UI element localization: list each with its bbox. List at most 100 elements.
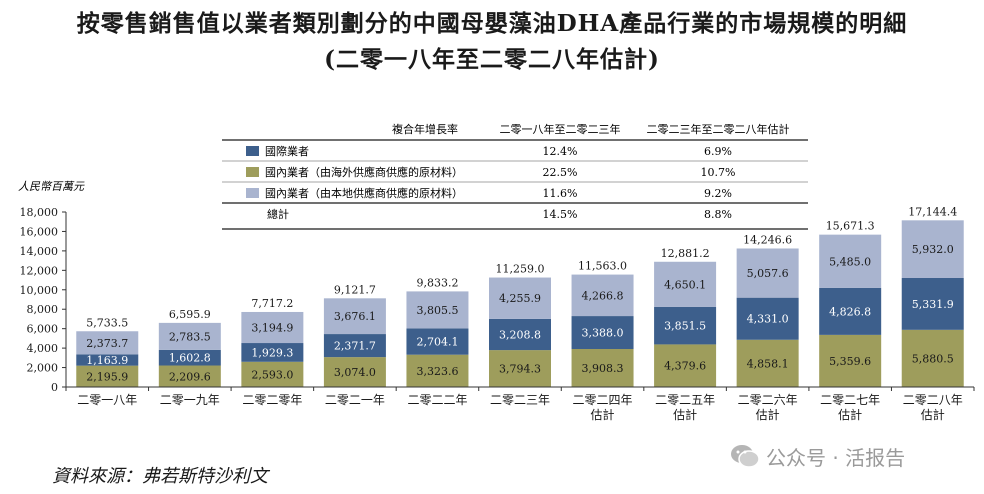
y-tick-label: 6,000 xyxy=(27,323,59,336)
legend-row-label: 國際業者 xyxy=(265,145,309,158)
y-tick-label: 14,000 xyxy=(20,245,59,258)
x-tick-label: 二零二八年 xyxy=(903,393,963,407)
bar-segment xyxy=(323,298,386,335)
bar-total-label: 9,833.2 xyxy=(416,276,458,289)
bar-total-label: 12,881.2 xyxy=(661,247,710,260)
x-tick-label: 二零一九年 xyxy=(160,393,220,407)
bar-total-label: 11,563.0 xyxy=(578,260,627,273)
bar-segment xyxy=(736,248,799,298)
bar-total-label: 6,595.9 xyxy=(169,308,211,321)
bar-value-label: 5,932.0 xyxy=(912,243,954,256)
wechat-icon xyxy=(731,445,760,468)
x-tick-label: 估計 xyxy=(838,407,862,422)
bar-segment xyxy=(571,316,634,350)
bar-total-label: 17,144.4 xyxy=(908,205,957,218)
x-tick-label: 二零二四年 xyxy=(573,393,633,407)
bar-value-label: 3,074.0 xyxy=(334,366,376,379)
chart-title: 按零售銷售值以業者類別劃分的中國母嬰藻油DHA產品行業的市場規模的明細 xyxy=(76,10,908,37)
x-tick-label: 二零一八年 xyxy=(77,393,137,407)
cagr-period2: 8.8% xyxy=(704,208,732,221)
x-tick-label: 估計 xyxy=(756,407,780,422)
bar-value-label: 5,880.5 xyxy=(912,352,954,365)
bar-value-label: 3,323.6 xyxy=(416,365,458,378)
bar-value-label: 4,266.8 xyxy=(582,289,624,302)
bar-value-label: 5,485.0 xyxy=(829,255,871,268)
bar-value-label: 3,851.5 xyxy=(664,320,706,333)
bar-value-label: 5,331.9 xyxy=(912,298,954,311)
bar-total-label: 15,671.3 xyxy=(826,220,875,233)
legend-swatch xyxy=(246,146,259,156)
bar-value-label: 3,194.9 xyxy=(251,322,293,335)
bar-value-label: 5,057.6 xyxy=(747,267,789,280)
bar-total-label: 9,121.7 xyxy=(334,283,376,296)
bar-segment xyxy=(76,365,139,387)
bar-value-label: 3,388.0 xyxy=(582,327,624,340)
legend-total-label: 總計 xyxy=(267,207,289,221)
legend-header-label: 複合年增長率 xyxy=(392,122,458,136)
bar-value-label: 3,208.8 xyxy=(499,329,541,342)
bar-segment xyxy=(901,220,964,278)
legend-period2: 二零二三年至二零二八年估計 xyxy=(647,122,790,136)
bar-segment xyxy=(241,361,304,387)
cagr-period1: 11.6% xyxy=(543,187,578,200)
bar-value-label: 4,858.1 xyxy=(747,357,789,370)
bar-value-label: 2,373.7 xyxy=(86,337,128,350)
cagr-period1: 14.5% xyxy=(543,208,578,221)
bar-value-label: 2,783.5 xyxy=(169,330,211,343)
chart-subtitle: (二零一八年至二零二八年估計) xyxy=(324,46,660,73)
bar-segment xyxy=(654,261,717,307)
bar-segment xyxy=(406,354,469,387)
bar-value-label: 3,676.1 xyxy=(334,310,376,323)
legend-period1: 二零一八年至二零二三年 xyxy=(500,122,621,136)
bar-total-label: 5,733.5 xyxy=(86,316,128,329)
y-tick-label: 2,000 xyxy=(27,362,59,375)
bar-segment xyxy=(819,334,882,387)
legend-row-label: 國內業者（由海外供應商供應的原材料） xyxy=(265,165,463,179)
bar-value-label: 2,704.1 xyxy=(416,336,458,349)
bar-segment xyxy=(241,343,304,362)
bar-value-label: 3,908.3 xyxy=(582,362,624,375)
cagr-period2: 6.9% xyxy=(704,145,732,158)
bar-value-label: 5,359.6 xyxy=(829,355,871,368)
cagr-period1: 12.4% xyxy=(543,145,578,158)
bar-total-label: 11,259.0 xyxy=(496,263,545,276)
bar-segment xyxy=(489,318,551,351)
bar-segment xyxy=(406,291,469,329)
bar-segment xyxy=(819,234,882,288)
bar-segment xyxy=(489,277,551,319)
source-note: 資料來源：弗若斯特沙利文 xyxy=(52,466,268,487)
y-tick-label: 16,000 xyxy=(20,225,59,238)
y-tick-label: 4,000 xyxy=(27,342,59,355)
legend-swatch xyxy=(246,167,259,177)
bar-value-label: 2,195.9 xyxy=(86,370,128,383)
bars: 2,195.9 1,163.9 2,373.7 5,733.5 2,209.6 1,602… xyxy=(76,205,964,387)
bar-value-label: 4,331.0 xyxy=(747,313,789,326)
x-tick-label: 二零二二年 xyxy=(407,393,467,407)
bar-total-label: 14,246.6 xyxy=(743,233,792,246)
watermark-text: 公众号 · 活报告 xyxy=(766,445,906,470)
bar-value-label: 3,805.5 xyxy=(416,304,458,317)
x-tick-label: 估計 xyxy=(921,407,945,422)
bar-segment xyxy=(736,339,799,387)
watermark: 公众号 · 活报告 xyxy=(730,441,980,471)
x-axis: 二零一八年 二零一九年 二零二零年 二零二一年 二零二二年 二零二三年 二零二四年估計二零二… xyxy=(65,386,975,422)
bar-segment xyxy=(901,329,964,387)
x-tick-label: 二零二零年 xyxy=(242,393,302,407)
y-tick-label: 12,000 xyxy=(20,264,59,277)
bar-value-label: 4,379.6 xyxy=(664,360,706,373)
bar-segment xyxy=(406,328,469,355)
bar-segment xyxy=(76,331,139,355)
bar-value-label: 4,650.1 xyxy=(664,278,706,291)
bar-segment xyxy=(819,287,882,335)
bar-segment xyxy=(654,306,717,345)
bar-value-label: 2,593.0 xyxy=(251,368,293,381)
y-tick-label: 0 xyxy=(51,381,58,394)
x-tick-label: 二零二一年 xyxy=(325,393,385,407)
bar-value-label: 1,163.9 xyxy=(86,354,128,367)
bar-segment xyxy=(323,334,386,358)
x-tick-label: 二零二七年 xyxy=(820,393,880,407)
x-tick-label: 估計 xyxy=(673,407,697,422)
bar-total-label: 7,717.2 xyxy=(251,297,293,310)
